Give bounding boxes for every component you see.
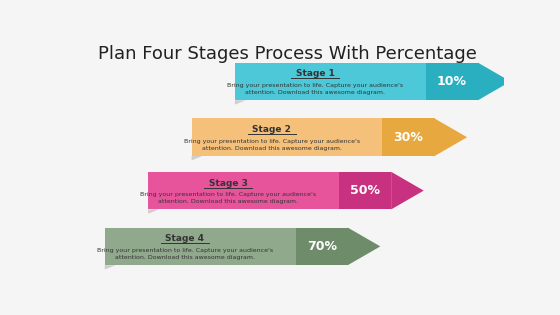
Text: Stage 4: Stage 4 [165,234,204,243]
Text: Bring your presentation to life. Capture your audience's
attention. Download thi: Bring your presentation to life. Capture… [140,192,316,204]
Text: Bring your presentation to life. Capture your audience's
attention. Download thi: Bring your presentation to life. Capture… [227,83,403,95]
Text: Bring your presentation to life. Capture your audience's
attention. Download thi: Bring your presentation to life. Capture… [97,248,273,260]
Polygon shape [391,172,424,209]
Polygon shape [235,100,246,105]
Polygon shape [105,265,115,270]
Polygon shape [435,118,467,156]
Text: Stage 2: Stage 2 [253,125,291,134]
Polygon shape [478,63,511,100]
Text: Stage 3: Stage 3 [209,179,248,188]
Polygon shape [296,228,348,265]
Polygon shape [235,63,426,100]
Text: 70%: 70% [307,240,337,253]
Text: 10%: 10% [437,75,467,88]
Polygon shape [148,172,339,209]
Polygon shape [192,118,382,156]
Text: Bring your presentation to life. Capture your audience's
attention. Download thi: Bring your presentation to life. Capture… [184,139,360,151]
Polygon shape [339,172,391,209]
Polygon shape [348,228,380,265]
Polygon shape [192,156,202,160]
Text: 30%: 30% [394,131,423,144]
Polygon shape [105,228,296,265]
Text: 50%: 50% [350,184,380,197]
Text: Plan Four Stages Process With Percentage: Plan Four Stages Process With Percentage [97,45,477,63]
Text: Stage 1: Stage 1 [296,69,334,78]
Polygon shape [148,209,159,214]
Polygon shape [382,118,435,156]
Polygon shape [426,63,478,100]
